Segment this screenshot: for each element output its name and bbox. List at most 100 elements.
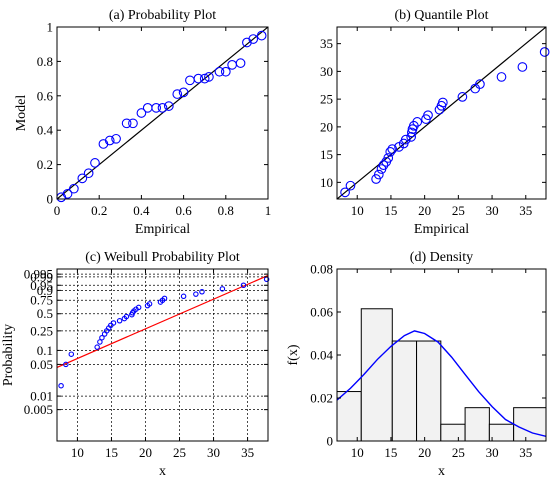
probability-plot-point xyxy=(128,118,138,129)
quantile-plot-point xyxy=(373,169,384,180)
probability-plot-point xyxy=(136,108,147,118)
density-plot-bar xyxy=(464,407,490,441)
weibull-plot-reference-line xyxy=(57,274,268,368)
probability-plot-y-tick-label: 0 xyxy=(47,192,54,207)
weibull-plot-panel: (c) Weibull Probability Plot x Probabili… xyxy=(1,250,270,479)
quantile-plot-point xyxy=(406,132,417,142)
quantile-plot-reference-line xyxy=(337,27,546,199)
probability-plot-point xyxy=(248,34,259,44)
probability-plot-point xyxy=(83,168,94,179)
weibull-plot-point xyxy=(135,304,142,311)
quantile-plot-y-tick-label: 35 xyxy=(320,36,333,51)
density-plot-y-tick-label: 0.06 xyxy=(310,305,333,320)
density-plot-y-tick-label: 0.08 xyxy=(310,262,333,277)
probability-plot-y-tick-label: 1 xyxy=(47,20,54,35)
density-plot-y-tick-label: 0 xyxy=(327,434,334,449)
probability-plot-x-tick-label: 0 xyxy=(54,203,61,218)
probability-plot-point xyxy=(172,89,183,99)
probability-plot-point xyxy=(178,87,189,98)
weibull-plot-x-tick-label: 20 xyxy=(139,445,152,460)
density-plot-y-tick-label: 0.02 xyxy=(310,391,333,406)
quantile-plot-point xyxy=(387,144,398,154)
density-plot-bar xyxy=(488,423,515,441)
quantile-plot-y-tick-label: 25 xyxy=(320,92,333,107)
weibull-plot-point xyxy=(180,293,187,300)
quantile-plot-x-tick-label: 10 xyxy=(351,203,364,218)
probability-plot-point xyxy=(121,118,132,129)
quantile-plot-y-tick-label: 20 xyxy=(320,119,333,134)
quantile-plot-x-tick-label: 35 xyxy=(519,203,532,218)
quantile-plot-point xyxy=(423,110,433,121)
density-plot-xlabel: x xyxy=(438,464,445,479)
probability-plot-title: (a) Probability Plot xyxy=(109,8,216,23)
quantile-plot-point xyxy=(517,62,528,72)
density-plot-x-tick-label: 35 xyxy=(519,445,532,460)
probability-plot-point xyxy=(214,66,225,77)
quantile-plot-point xyxy=(378,160,389,171)
weibull-plot-x-tick-label: 30 xyxy=(207,445,220,460)
probability-plot-point xyxy=(62,188,73,199)
weibull-plot-point xyxy=(161,295,168,302)
probability-plot-x-tick-label: 0.8 xyxy=(218,203,234,218)
probability-plot-y-tick-label: 0.2 xyxy=(37,157,53,172)
probability-plot-point xyxy=(142,102,153,113)
probability-plot-ylabel: Model xyxy=(14,95,29,132)
probability-plot-point xyxy=(111,133,121,144)
weibull-plot-title: (c) Weibull Probability Plot xyxy=(85,250,240,265)
weibull-plot-y-tick-label: 0.01 xyxy=(30,389,53,404)
probability-plot-point xyxy=(235,58,246,68)
probability-plot-point xyxy=(151,102,162,113)
probability-plot-y-tick-label: 0.6 xyxy=(37,88,54,103)
quantile-plot-y-tick-label: 30 xyxy=(320,64,333,79)
weibull-plot-y-tick-label: 0.99 xyxy=(30,269,53,284)
density-plot-bar xyxy=(440,423,466,441)
weibull-plot-y-tick-label: 0.5 xyxy=(37,306,53,321)
weibull-plot-point xyxy=(99,334,105,341)
density-plot-y-tick-label: 0.04 xyxy=(310,348,333,363)
probability-plot-point xyxy=(77,173,88,184)
quantile-plot-point xyxy=(539,47,550,57)
density-plot-x-tick-label: 30 xyxy=(486,445,499,460)
probability-plot-point xyxy=(256,30,267,41)
probability-plot-reference-line xyxy=(57,27,268,199)
probability-plot-point xyxy=(69,183,79,194)
probability-plot-axes-box xyxy=(56,26,269,200)
weibull-plot-point xyxy=(116,318,123,324)
quantile-plot-y-tick-label: 10 xyxy=(320,175,333,190)
probability-plot-point xyxy=(220,66,231,77)
probability-plot-y-tick-label: 0.4 xyxy=(37,123,54,138)
weibull-plot-point xyxy=(97,339,103,345)
probability-plot-x-tick-label: 1 xyxy=(265,203,272,218)
weibull-plot-point xyxy=(68,351,75,357)
probability-plot-point xyxy=(193,73,204,84)
quantile-plot-point xyxy=(400,134,411,145)
probability-plot-panel: (a) Probability Plot Empirical Model 0 0.… xyxy=(14,8,271,237)
weibull-plot-point xyxy=(94,344,100,350)
weibull-plot-y-tick-label: 0.05 xyxy=(30,357,53,372)
weibull-plot-point xyxy=(219,286,226,292)
quantile-plot-point xyxy=(385,146,396,157)
probability-plot-point xyxy=(185,75,195,86)
density-plot-density-curve xyxy=(337,330,546,437)
weibull-plot-y-tick-label: 0.995 xyxy=(24,267,53,282)
density-plot-panel: (d) Density x f(x) 10 15 20 25 30 35 0 0.02 0.04… xyxy=(286,250,547,479)
quantile-plot-xlabel: Empirical xyxy=(414,222,469,237)
probability-plot-x-tick-label: 0.6 xyxy=(175,203,192,218)
quantile-plot-x-tick-label: 20 xyxy=(418,203,431,218)
quantile-plot-point xyxy=(406,127,417,138)
weibull-plot-y-tick-label: 0.95 xyxy=(30,278,53,293)
quantile-plot-point xyxy=(496,72,507,82)
weibull-plot-x-tick-label: 15 xyxy=(105,445,118,460)
density-plot-x-tick-label: 25 xyxy=(452,445,465,460)
weibull-plot-axes-box xyxy=(56,268,269,442)
quantile-plot-point xyxy=(340,187,350,198)
probability-plot-point xyxy=(90,158,100,168)
density-plot-bar xyxy=(513,407,546,441)
probability-plot-point xyxy=(199,73,210,84)
density-plot-x-tick-label: 15 xyxy=(384,445,397,460)
probability-plot-xlabel: Empirical xyxy=(135,222,190,237)
quantile-plot-y-tick-label: 15 xyxy=(320,147,333,162)
weibull-plot-y-tick-label: 0.9 xyxy=(37,283,53,298)
weibull-plot-point xyxy=(240,282,247,289)
quantile-plot-point xyxy=(475,79,485,89)
